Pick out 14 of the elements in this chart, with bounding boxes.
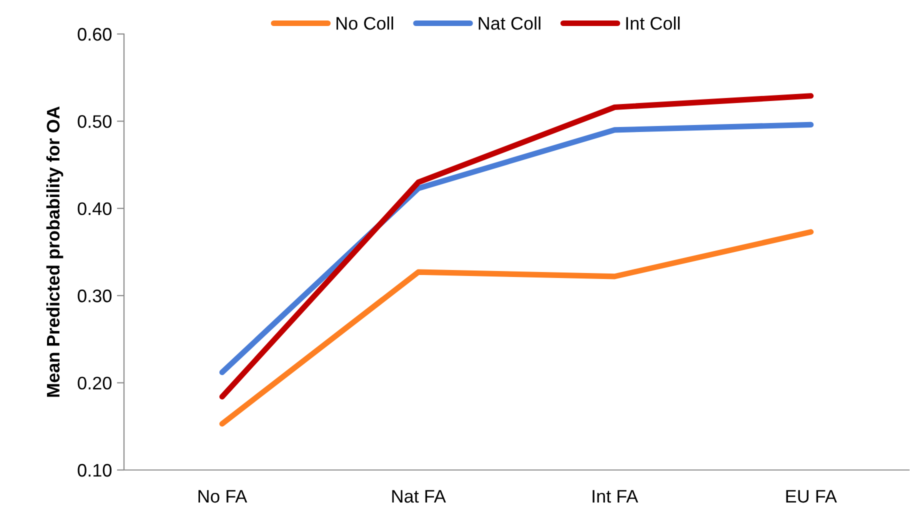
y-tick-label: 0.10	[78, 464, 112, 477]
x-tick-label: Int FA	[592, 490, 638, 503]
y-tick-label: 0.20	[78, 376, 112, 390]
x-tick-label: Nat FA	[392, 490, 446, 503]
legend-label: No Coll	[336, 16, 394, 30]
y-tick-label: 0.30	[78, 290, 112, 302]
y-tick-label: 0.60	[78, 28, 112, 41]
y-tick-label: 0.40	[78, 202, 112, 216]
legend-label: Nat Coll	[478, 16, 540, 30]
y-tick-label: 0.50	[78, 115, 112, 128]
x-tick-label: No FA	[198, 490, 248, 503]
y-axis-title: Mean Predicted probability for OA	[46, 106, 64, 397]
legend-label: Int Coll	[626, 16, 680, 30]
x-tick-label: EU FA	[786, 490, 837, 503]
